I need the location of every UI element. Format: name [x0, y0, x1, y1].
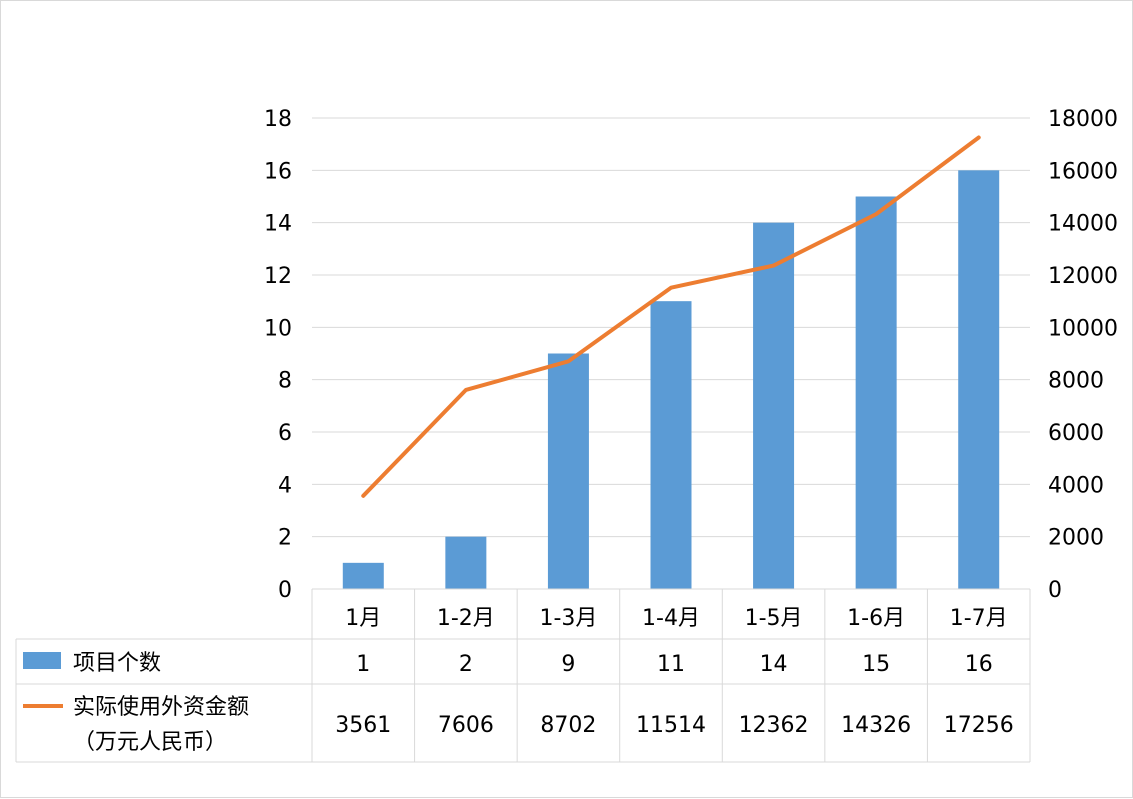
category-label: 1月: [345, 606, 381, 631]
table-cell-investment: 17256: [944, 713, 1014, 738]
y-right-tick-label: 4000: [1048, 473, 1104, 498]
table-cell-investment: 7606: [438, 713, 494, 738]
bar: [958, 170, 999, 589]
y-right-tick-label: 18000: [1048, 107, 1118, 132]
legend-label-line-unit: （万元人民币）: [73, 730, 227, 755]
category-label: 1-4月: [642, 606, 700, 631]
y-right-tick-label: 12000: [1048, 264, 1118, 289]
bar: [445, 537, 486, 589]
y-right-tick-label: 10000: [1048, 316, 1118, 341]
y-left-tick-label: 16: [264, 159, 292, 184]
y-right-tick-label: 8000: [1048, 369, 1104, 394]
y-left-tick-label: 6: [278, 421, 292, 446]
table-cell-investment: 14326: [841, 713, 911, 738]
category-label: 1-3月: [539, 606, 597, 631]
bar: [651, 301, 692, 589]
bar: [753, 223, 794, 589]
y-left-tick-label: 18: [264, 107, 292, 132]
table-cell-project-count: 2: [459, 652, 473, 677]
y-left-tick-label: 4: [278, 473, 292, 498]
table-cell-project-count: 15: [862, 652, 890, 677]
y-left-tick-label: 0: [278, 578, 292, 603]
legend-swatch-bar: [23, 652, 61, 669]
y-right-tick-label: 2000: [1048, 526, 1104, 551]
y-right-tick-label: 6000: [1048, 421, 1104, 446]
y-right-tick-label: 0: [1048, 578, 1062, 603]
category-label: 1-6月: [847, 606, 905, 631]
table-cell-investment: 11514: [636, 713, 706, 738]
bar: [343, 563, 384, 589]
table-cell-investment: 3561: [335, 713, 391, 738]
legend-label-line: 实际使用外资金额: [73, 695, 249, 720]
table-cell-project-count: 16: [965, 652, 993, 677]
y-left-tick-label: 10: [264, 316, 292, 341]
table-cell-project-count: 9: [561, 652, 575, 677]
legend-label-bar: 项目个数: [73, 651, 161, 676]
table-cell-investment: 8702: [540, 713, 596, 738]
y-right-tick-label: 16000: [1048, 159, 1118, 184]
table-cell-project-count: 14: [760, 652, 788, 677]
y-left-tick-label: 8: [278, 369, 292, 394]
y-left-tick-label: 2: [278, 526, 292, 551]
bar: [856, 197, 897, 590]
category-label: 1-7月: [950, 606, 1008, 631]
table-cell-project-count: 1: [356, 652, 370, 677]
y-left-tick-label: 12: [264, 264, 292, 289]
table-cell-investment: 12362: [739, 713, 809, 738]
y-left-tick-label: 14: [264, 212, 292, 237]
y-right-tick-label: 14000: [1048, 212, 1118, 237]
table-cell-project-count: 11: [657, 652, 685, 677]
category-label: 1-2月: [437, 606, 495, 631]
bar: [548, 354, 589, 590]
category-label: 1-5月: [745, 606, 803, 631]
